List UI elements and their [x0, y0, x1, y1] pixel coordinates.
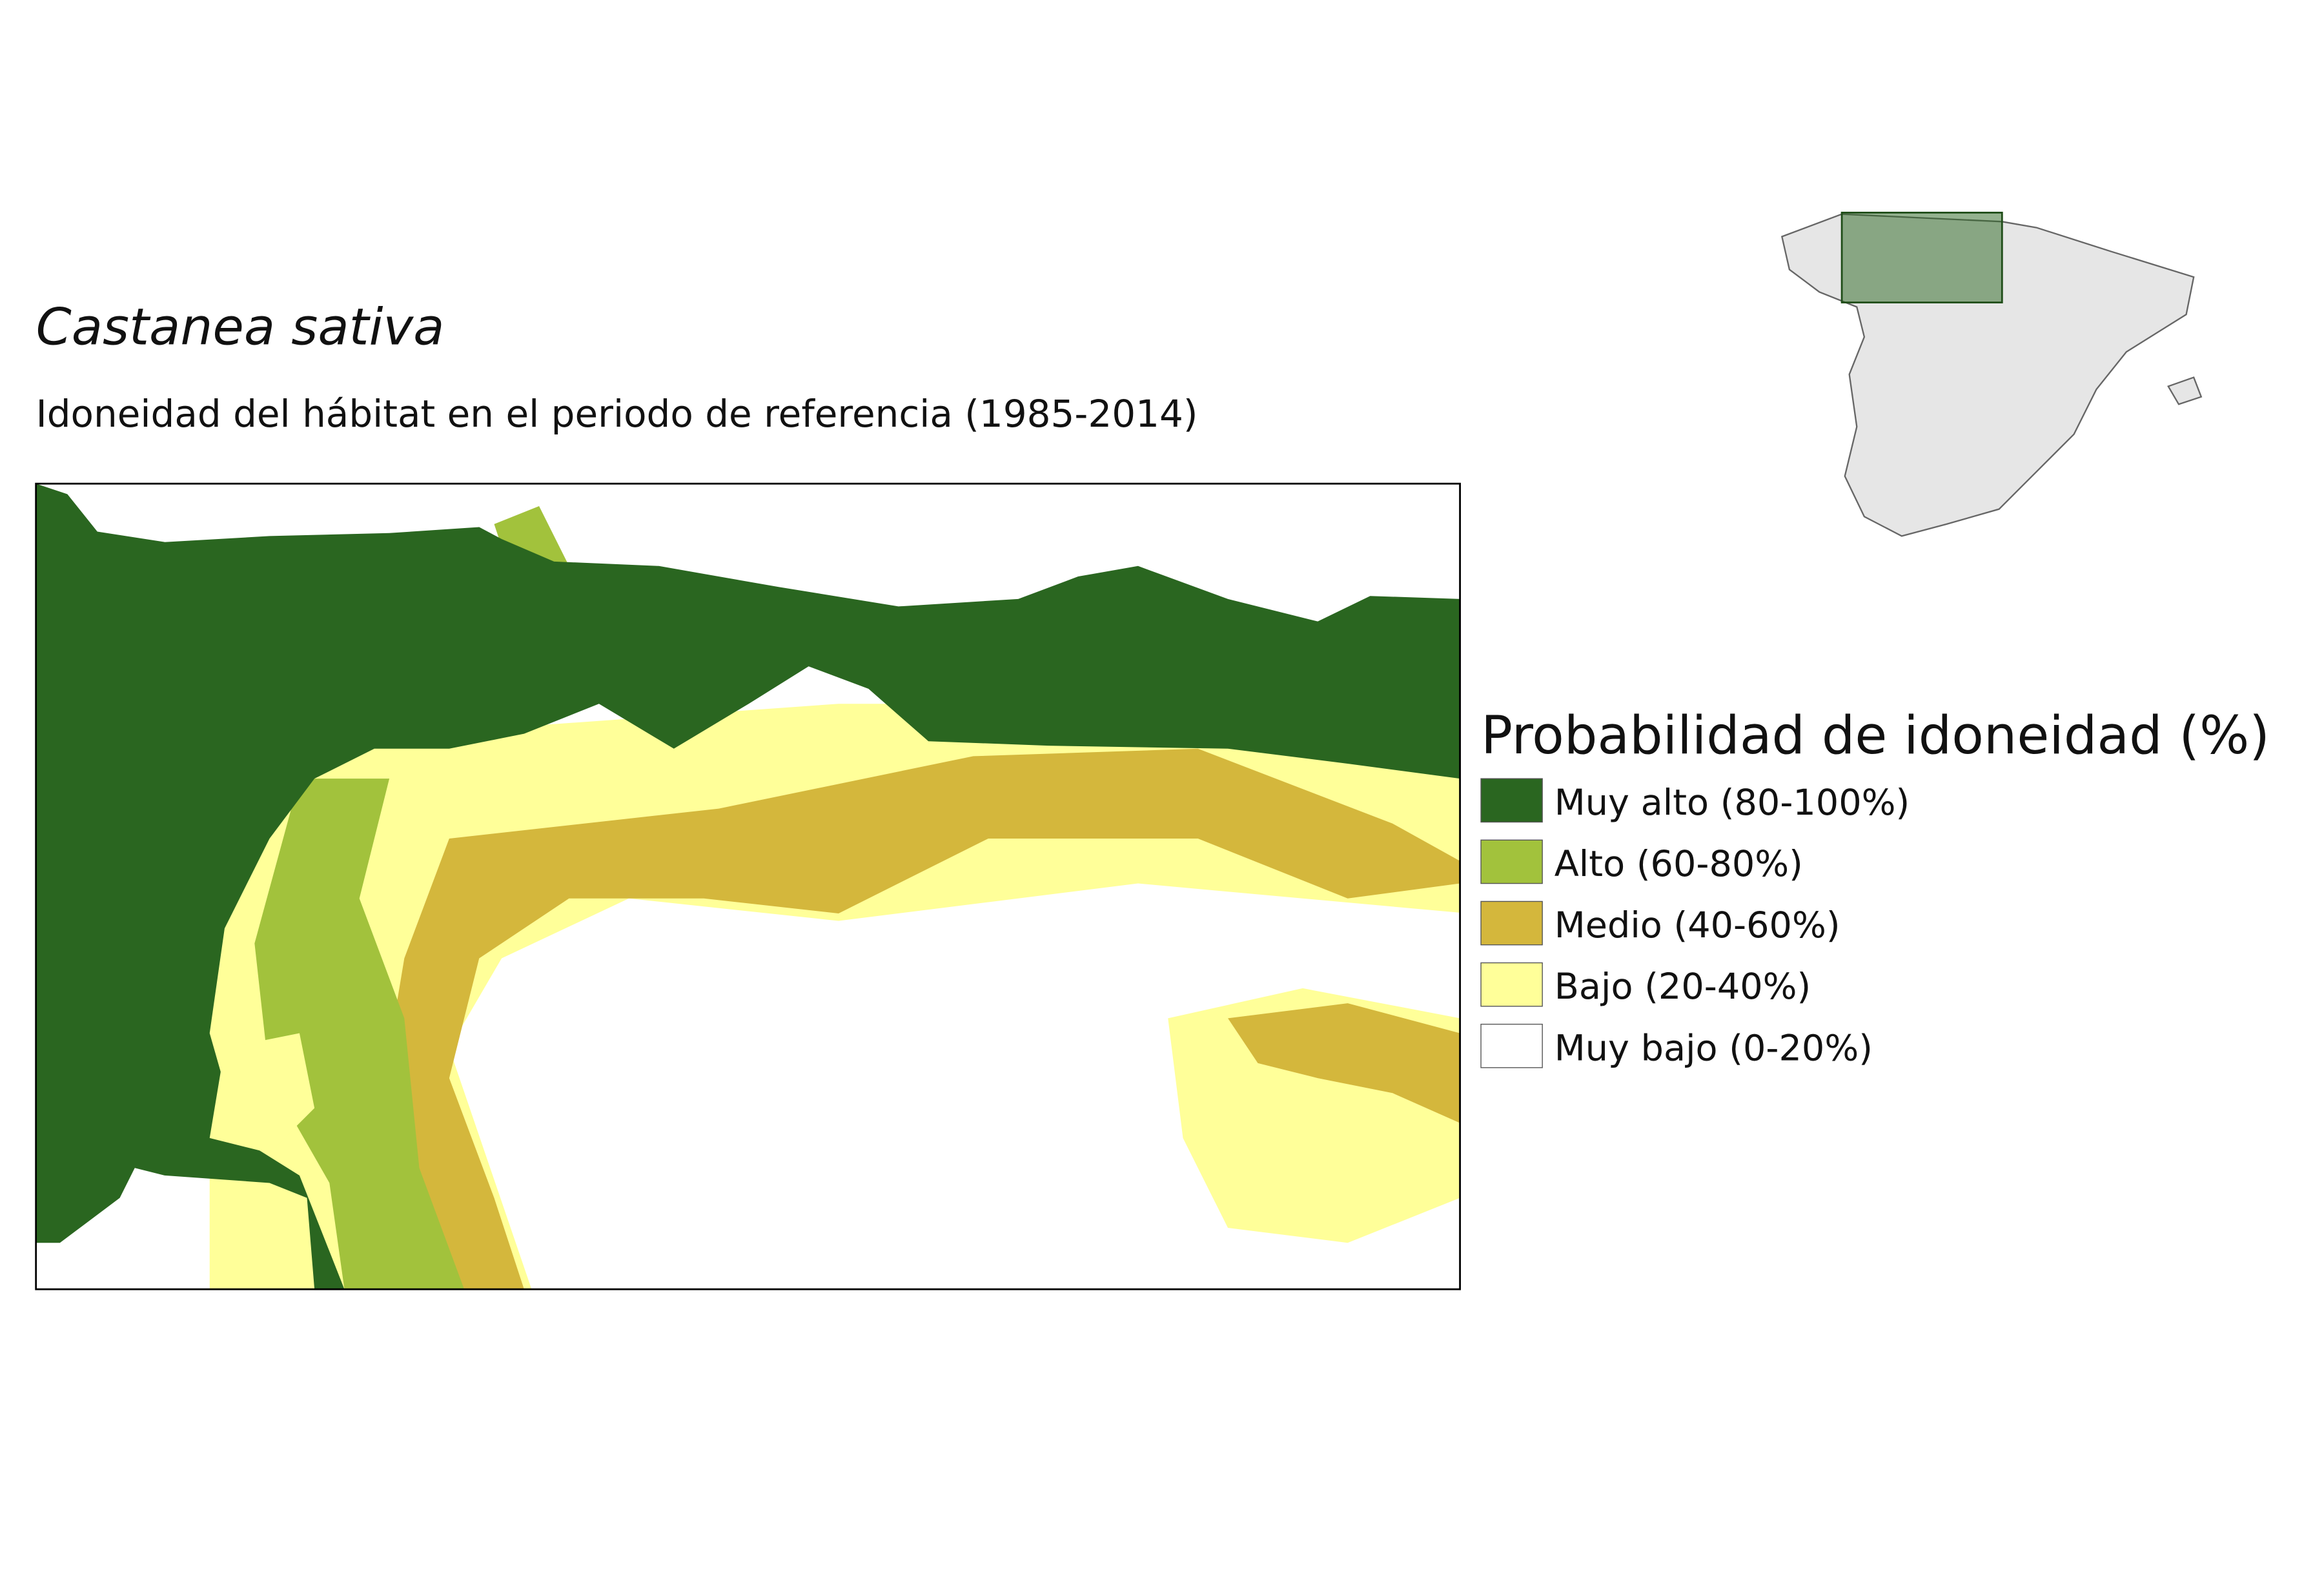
zone-low-valley: [209, 1033, 315, 1154]
title: Castanea sativa: [36, 298, 445, 357]
zone-medium-east: [1228, 1003, 1460, 1123]
map-frame: [35, 482, 1461, 1290]
legend-label: Muy alto (80-100%): [1554, 782, 1910, 824]
zone-high: [254, 779, 465, 1290]
zone-very-high: [36, 484, 1460, 1290]
legend: Muy alto (80-100%) Alto (60-80%) Medio (40…: [1480, 778, 1910, 1069]
inset-island: [2167, 376, 2203, 405]
inset-map: [1780, 211, 2203, 537]
legend-label: Alto (60-80%): [1554, 843, 1803, 885]
legend-swatch: [1480, 839, 1543, 884]
legend-label: Muy bajo (0-20%): [1554, 1027, 1873, 1069]
legend-label: Bajo (20-40%): [1554, 966, 1811, 1008]
legend-swatch: [1480, 901, 1543, 946]
legend-swatch: [1480, 778, 1543, 823]
legend-swatch: [1480, 1023, 1543, 1068]
map: [35, 482, 1461, 1290]
legend-title: Probabilidad de idoneidad (%): [1481, 706, 2270, 766]
legend-swatch: [1480, 962, 1543, 1007]
subtitle: Idoneidad del hábitat en el periodo de r…: [36, 392, 1198, 436]
inset-extent: [1840, 211, 2003, 303]
zone-medium: [359, 748, 1460, 1290]
legend-label: Medio (40-60%): [1554, 904, 1840, 946]
